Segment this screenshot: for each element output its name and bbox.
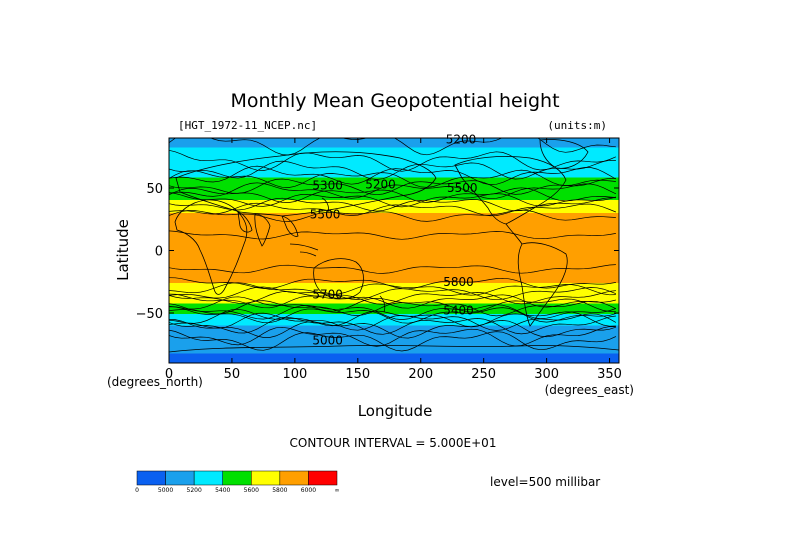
contour-line: [169, 192, 616, 208]
contour-lines: [169, 138, 617, 352]
contour-labels: 5200 5300 5200 5500 5500 5800 5700 5400 5000: [310, 132, 478, 347]
x-tick-label: 0: [165, 367, 173, 382]
contour-label: 5300: [312, 179, 343, 193]
contour-line: [169, 197, 616, 212]
coastline-southeast-asia: [281, 215, 299, 237]
contour-line: [169, 138, 616, 156]
contour-line: [169, 326, 616, 347]
contour-line: [169, 286, 617, 301]
x-axis-ticks: 0 50 100 150 200 250 300 350: [165, 138, 622, 382]
shaded-field: [169, 138, 619, 363]
contour-label: 5800: [443, 275, 474, 289]
coastline-eurasia: [175, 151, 437, 217]
contour-line: [169, 282, 616, 296]
x-tick-label: 300: [534, 367, 559, 382]
colorbar-swatch: [251, 470, 281, 486]
x-axis-title: Longitude: [358, 402, 433, 420]
colorbar-label: 5800: [272, 487, 287, 494]
x-tick-label: 50: [224, 367, 241, 382]
colorbar-swatch: [308, 470, 338, 486]
contour-line: [169, 165, 617, 185]
colorbar-label: 5600: [244, 487, 259, 494]
x-tick-label: 100: [282, 367, 307, 382]
contour-label: 5500: [447, 181, 478, 195]
coastline-japan: [321, 197, 329, 213]
y-tick-label: −50: [136, 307, 163, 322]
contour-line: [169, 329, 617, 352]
contour-label: 5200: [446, 132, 477, 146]
contour-line: [169, 277, 616, 290]
colorbar: 0 5000 5200 5400 5600 5800 6000 ∞: [135, 470, 340, 494]
contour-line: [169, 182, 617, 200]
x-tick-label: 150: [345, 367, 370, 382]
colorbar-label: 5200: [187, 487, 202, 494]
contour-line: [169, 300, 617, 317]
contour-label: 5700: [312, 287, 343, 301]
contour-line: [169, 209, 616, 222]
contour-line: [169, 202, 617, 217]
y-tick-label: 50: [146, 182, 163, 197]
contour-line: [169, 315, 616, 335]
coastline-new-zealand: [379, 295, 386, 313]
coastline-arabia: [237, 211, 253, 233]
coastlines: [169, 139, 619, 353]
y-axis-ticks: 50 0 −50: [136, 182, 619, 322]
contour-label: 5000: [312, 334, 343, 348]
contour-line: [169, 306, 616, 324]
y-tick-label: 0: [155, 245, 163, 260]
x-tick-label: 200: [408, 367, 433, 382]
level-note: level=500 millibar: [490, 475, 600, 489]
contour-line: [169, 264, 616, 274]
coastline-south-america: [517, 242, 568, 327]
coastline-central-america: [505, 223, 523, 245]
contour-line: [169, 308, 616, 328]
coastline-india: [254, 213, 271, 247]
contour-line: [169, 230, 616, 240]
coastline-antarctica: [169, 345, 619, 353]
colorbar-swatch: [165, 470, 195, 486]
x-tick-label: 350: [597, 367, 622, 382]
contour-label: 5400: [443, 304, 474, 318]
contour-line: [169, 319, 617, 339]
colorbar-label: 5400: [215, 487, 230, 494]
contour-line: [169, 296, 616, 313]
y-unit-label: (degrees_north): [107, 375, 203, 389]
chart-title: Monthly Mean Geopotential height: [230, 90, 559, 112]
y-axis-title: Latitude: [114, 219, 132, 281]
colorbar-label: 0: [135, 487, 139, 494]
coastline-greenland: [539, 139, 589, 169]
colorbar-label: ∞: [335, 487, 340, 494]
contour-line: [169, 312, 617, 331]
contour-line: [169, 187, 616, 203]
contour-label: 5500: [310, 207, 341, 221]
contour-label: 5200: [365, 177, 396, 191]
x-tick-label: 250: [471, 367, 496, 382]
plot-area: [169, 138, 619, 363]
colorbar-swatch: [193, 470, 223, 486]
source-file-label: [HGT_1972-11_NCEP.nc]: [178, 119, 317, 132]
colorbar-swatch: [279, 470, 309, 486]
contour-line: [169, 169, 616, 188]
coastline-north-america: [454, 156, 567, 225]
coastline-australia: [313, 258, 364, 300]
contour-line: [169, 290, 616, 305]
x-unit-label: (degrees_east): [545, 383, 634, 397]
colorbar-label: 5000: [158, 487, 173, 494]
contour-line: [169, 303, 617, 320]
colorbar-swatch: [222, 470, 252, 486]
colorbar-label: 6000: [301, 487, 316, 494]
coastline-africa: [174, 199, 248, 295]
units-label: (units:m): [547, 119, 607, 132]
contour-line: [169, 293, 616, 309]
coastline-indonesia: [289, 243, 319, 257]
contour-interval-note: CONTOUR INTERVAL = 5.000E+01: [290, 436, 497, 450]
colorbar-swatch: [136, 470, 166, 486]
